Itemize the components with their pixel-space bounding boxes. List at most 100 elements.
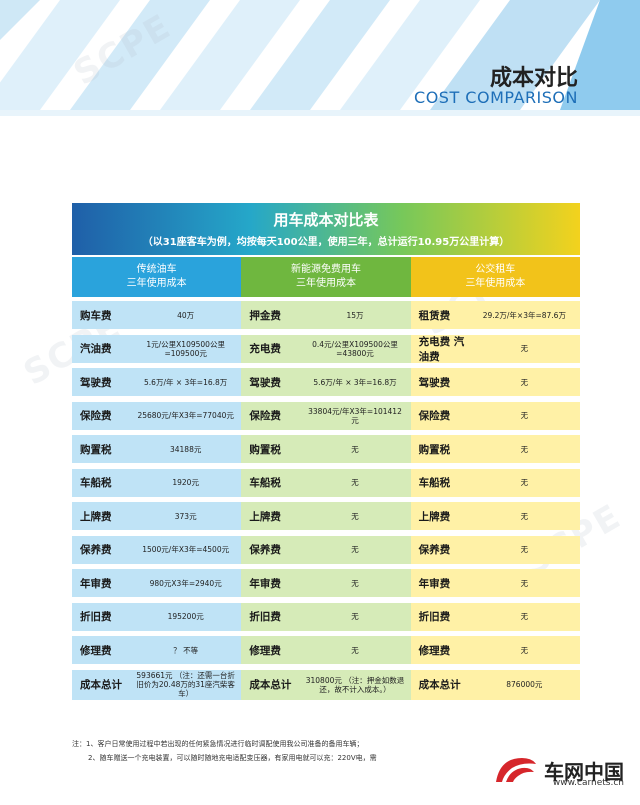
row-value: 无 — [351, 545, 359, 554]
row-label: 年审费 — [418, 577, 451, 590]
table-row: 保养费 1500元/年X3年=4500元 保养费 无 保养费 无 — [72, 535, 580, 564]
table-row: 成本总计 593661元 （注：还需一台折旧价为20.48万的31座汽柴客车） 成本… — [72, 669, 580, 700]
row-value: 无 — [520, 478, 529, 487]
row-value: 0.4元/公里X109500公里=43800元 — [312, 339, 398, 358]
row-label: 保险费 — [80, 410, 112, 422]
table-row: 购车费 40万 押金费 15万 租赁费 29.2万/年×3年=87.6万 — [72, 301, 580, 329]
row-label: 驾驶费 — [249, 376, 281, 389]
table-cell: 上牌费 373元 — [72, 502, 242, 530]
row-label: 上牌费 — [418, 510, 451, 523]
row-label: 车船税 — [80, 477, 112, 489]
row-label: 修理费 — [80, 644, 112, 657]
page-subtitle: COST COMPARISON — [414, 88, 578, 107]
row-label: 成本总计 — [418, 679, 461, 691]
row-value: 无 — [520, 612, 529, 621]
row-value: 无 — [351, 645, 359, 655]
row-label: 年审费 — [80, 577, 112, 590]
row-value: 无 — [351, 612, 359, 621]
row-value: 40万 — [177, 310, 195, 320]
table-row: 购置税 34188元 购置税 无 购置税 无 — [72, 435, 580, 463]
table-cell: 成本总计 876000元 — [410, 669, 580, 700]
table-cell: 购车费 40万 — [72, 301, 242, 329]
row-value: 无 — [520, 578, 529, 588]
row-value: 15万 — [346, 310, 364, 320]
row-label: 车船税 — [418, 477, 451, 489]
table-cell: 保险费 33804元/年X3年=101412元 — [241, 401, 411, 430]
row-label: 车船税 — [249, 477, 281, 489]
row-value: 195200元 — [167, 612, 204, 621]
row-value: 980元X3年=2940元 — [149, 578, 222, 588]
table-cell: 保养费 无 — [241, 535, 411, 564]
column-header-line2: 三年使用成本 — [465, 278, 526, 289]
row-label: 成本总计 — [80, 679, 122, 691]
row-value: 5.6万/年 × 3年=16.8万 — [313, 377, 397, 387]
table-title: 用车成本对比表 — [273, 211, 379, 229]
column-header-ev: 新能源免费用车 三年使用成本 — [241, 257, 411, 297]
table-cell: 充电费 0.4元/公里X109500公里=43800元 — [241, 334, 411, 363]
carnets-logo: 车网中国 www.carnets.cn — [492, 752, 624, 788]
row-label: 修理费 — [418, 644, 451, 657]
row-value: 无 — [351, 511, 359, 521]
column-header-line1: 公交租车 — [475, 264, 516, 275]
row-label: 购置税 — [418, 443, 451, 456]
cost-comparison-table: 用车成本对比表 （以31座客车为例，均按每天100公里，使用三年，总计运行10.… — [72, 203, 580, 705]
row-label: 购置税 — [249, 443, 281, 456]
row-value: 29.2万/年×3年=87.6万 — [482, 310, 566, 320]
table-cell: 成本总计 310800元 （注：押金如数退还，故不计入成本。） — [241, 669, 411, 700]
row-value: 无 — [351, 444, 359, 454]
row-label: 上牌费 — [249, 510, 281, 523]
table-subtitle: （以31座客车为例，均按每天100公里，使用三年，总计运行10.95万公里计算） — [142, 237, 510, 248]
column-header-line1: 新能源免费用车 — [290, 264, 361, 275]
row-value: 无 — [520, 411, 529, 420]
footnote: 注：1、客户日常使用过程中若出现的任何紧急情况进行临时调配使用我公司准备的备用车… — [72, 740, 364, 748]
row-label: 租赁费 — [418, 309, 451, 322]
row-label: 购置税 — [80, 443, 112, 456]
row-value: 无 — [520, 645, 529, 655]
row-value: 373元 — [174, 511, 197, 521]
car-logo-icon — [496, 758, 536, 782]
table-row: 汽油费 1元/公里X109500公里=109500元 充电费 0.4元/公里X1095… — [72, 334, 580, 363]
column-headers: 传统油车 三年使用成本 新能源免费用车 三年使用成本 公交租车 三年使用成本 — [72, 257, 580, 297]
row-value: 1元/公里X109500公里=109500元 — [146, 339, 225, 358]
logo-url: www.carnets.cn — [552, 778, 624, 788]
row-label: 保险费 — [418, 410, 451, 422]
row-value: 无 — [520, 444, 529, 454]
table-cell: 驾驶费 5.6万/年 × 3年=16.8万 — [241, 368, 411, 396]
table-cell: 保养费 1500元/年X3年=4500元 — [72, 535, 242, 564]
table-row: 修理费 ？ 不等 修理费 无 修理费 无 — [72, 636, 580, 664]
table-cell: 购置税 34188元 — [72, 435, 242, 463]
table-cell: 保养费 无 — [410, 535, 580, 564]
row-value: 1920元 — [172, 478, 199, 487]
table-row: 驾驶费 5.6万/年 × 3年=16.8万 驾驶费 5.6万/年 × 3年=16.8万… — [72, 368, 580, 396]
column-header-fuel: 传统油车 三年使用成本 — [72, 257, 242, 297]
table-cell: 车船税 无 — [241, 468, 411, 497]
row-value: 无 — [351, 478, 359, 487]
table-cell: 修理费 无 — [241, 636, 411, 664]
table-cell: 修理费 无 — [410, 636, 580, 664]
table-cell: 保险费 无 — [410, 401, 580, 430]
table-cell: 上牌费 无 — [241, 502, 411, 530]
footnote: 2、随车赠送一个充电装置，可以随时随地充电适配变压器，有家用电就可以充：220V… — [88, 754, 377, 762]
table-cell: 保险费 25680元/年X3年=77040元 — [72, 401, 242, 430]
table-banner: 用车成本对比表 （以31座客车为例，均按每天100公里，使用三年，总计运行10.… — [72, 203, 580, 255]
table-cell: 折旧费 无 — [410, 602, 580, 631]
table-cell: 充电费 汽油费 无 — [410, 334, 580, 363]
table-row: 上牌费 373元 上牌费 无 上牌费 无 — [72, 502, 580, 530]
table-cell: 租赁费 29.2万/年×3年=87.6万 — [410, 301, 580, 329]
row-label: 折旧费 — [418, 611, 451, 623]
row-value: 无 — [520, 377, 529, 387]
table-cell: 汽油费 1元/公里X109500公里=109500元 — [72, 334, 242, 363]
table-cell: 驾驶费 无 — [410, 368, 580, 396]
column-header-line1: 传统油车 — [136, 264, 177, 275]
table-cell: 成本总计 593661元 （注：还需一台折旧价为20.48万的31座汽柴客车） — [72, 669, 242, 700]
decorative-stripes — [0, 0, 640, 116]
row-value: 876000元 — [506, 680, 543, 689]
row-label: 保养费 — [80, 544, 112, 556]
table-row: 车船税 1920元 车船税 无 车船税 无 — [72, 468, 580, 497]
logo-name: 车网中国 — [544, 759, 624, 784]
table-cell: 车船税 1920元 — [72, 468, 242, 497]
row-label: 购车费 — [80, 309, 112, 322]
table-cell: 购置税 无 — [410, 435, 580, 463]
table-body: 购车费 40万 押金费 15万 租赁费 29.2万/年×3年=87.6万汽油费 1元/公里X… — [72, 301, 580, 700]
table-cell: 押金费 15万 — [241, 301, 411, 329]
